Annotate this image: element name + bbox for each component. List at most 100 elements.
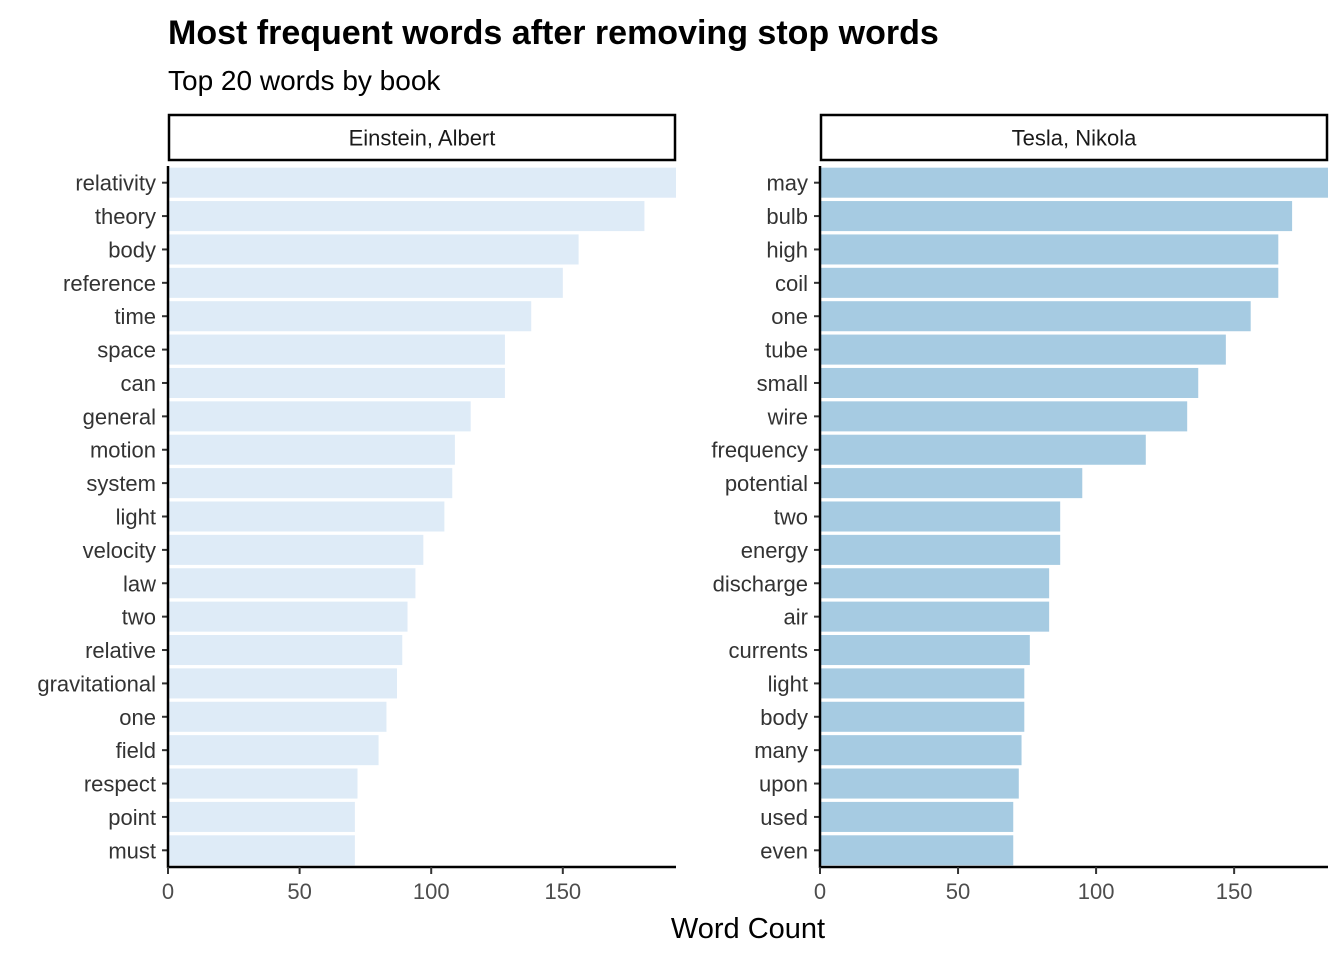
bar	[820, 635, 1030, 666]
y-tick-label: motion	[90, 438, 156, 463]
y-tick-label: tube	[765, 338, 808, 363]
y-tick-label: one	[771, 304, 808, 329]
y-tick-label: air	[784, 605, 808, 630]
bar	[168, 167, 676, 198]
bar	[168, 635, 403, 666]
y-tick-label: general	[83, 404, 156, 429]
bar	[820, 401, 1188, 432]
y-tick-label: used	[760, 805, 808, 830]
bar	[168, 501, 445, 532]
bar	[820, 167, 1328, 198]
y-tick-label: point	[108, 805, 156, 830]
bar	[820, 601, 1050, 632]
bar	[820, 534, 1061, 565]
y-tick-label: relativity	[75, 171, 156, 196]
bar	[820, 301, 1251, 332]
bar	[168, 534, 424, 565]
bar	[168, 301, 532, 332]
y-tick-label: time	[114, 304, 156, 329]
bar	[168, 701, 387, 732]
y-tick-label: body	[108, 237, 156, 262]
facet-strip-label: Einstein, Albert	[349, 126, 496, 151]
y-tick-label: field	[116, 738, 156, 763]
y-tick-label: respect	[84, 772, 156, 797]
y-tick-label: reference	[63, 271, 156, 296]
y-tick-label: potential	[725, 471, 808, 496]
facet-panel: Einstein, Albert relativity theory body refe…	[37, 113, 677, 904]
bar	[820, 234, 1279, 265]
bar	[168, 801, 355, 832]
y-tick-label: theory	[95, 204, 156, 229]
bar	[820, 468, 1083, 499]
bar	[168, 401, 471, 432]
y-tick-label: may	[766, 171, 808, 196]
facet-strip-label: Tesla, Nikola	[1012, 126, 1137, 151]
bar	[820, 801, 1014, 832]
chart-subtitle: Top 20 words by book	[168, 65, 441, 96]
y-tick-label: coil	[775, 271, 808, 296]
bar	[820, 668, 1025, 699]
y-tick-label: even	[760, 838, 808, 863]
x-tick-label: 50	[946, 879, 970, 904]
x-tick-label: 150	[544, 879, 581, 904]
y-tick-label: body	[760, 705, 808, 730]
bar	[168, 668, 397, 699]
y-tick-label: currents	[729, 638, 808, 663]
bar	[820, 501, 1061, 532]
y-tick-label: velocity	[83, 538, 156, 563]
bar	[820, 201, 1293, 232]
bar	[820, 367, 1199, 398]
y-tick-label: discharge	[713, 571, 808, 596]
bar	[820, 434, 1146, 465]
facet-panel: Tesla, Nikola may bulb high coil one tube small…	[711, 113, 1329, 904]
x-tick-label: 50	[287, 879, 311, 904]
y-tick-label: energy	[741, 538, 808, 563]
x-tick-label: 100	[413, 879, 450, 904]
bar	[168, 468, 453, 499]
y-tick-label: must	[108, 838, 156, 863]
y-tick-label: high	[766, 237, 808, 262]
y-tick-label: law	[123, 571, 156, 596]
y-tick-label: two	[774, 505, 808, 530]
bar	[168, 367, 505, 398]
y-tick-label: two	[122, 605, 156, 630]
y-tick-label: can	[121, 371, 156, 396]
facet-panels: Einstein, Albert relativity theory body refe…	[37, 113, 1329, 904]
y-tick-label: upon	[759, 772, 808, 797]
bar	[168, 234, 579, 265]
y-tick-label: many	[754, 738, 808, 763]
bar	[820, 735, 1022, 766]
y-tick-label: space	[97, 338, 156, 363]
bar	[168, 835, 355, 866]
x-tick-label: 0	[814, 879, 826, 904]
bar	[168, 601, 408, 632]
y-tick-label: wire	[767, 404, 808, 429]
bar	[820, 267, 1279, 298]
bar	[820, 835, 1014, 866]
y-tick-label: bulb	[766, 204, 808, 229]
bar	[168, 768, 358, 799]
bar	[820, 768, 1019, 799]
chart-title: Most frequent words after removing stop …	[168, 14, 939, 52]
bar	[820, 334, 1226, 365]
x-tick-label: 100	[1078, 879, 1115, 904]
facet-strip	[167, 113, 677, 162]
y-tick-label: gravitational	[37, 671, 156, 696]
x-tick-label: 150	[1216, 879, 1253, 904]
y-tick-label: one	[119, 705, 156, 730]
bar	[168, 201, 645, 232]
bar	[820, 568, 1050, 599]
y-tick-label: light	[768, 671, 808, 696]
bar	[820, 701, 1025, 732]
bar	[168, 568, 416, 599]
facet-strip	[819, 113, 1329, 162]
x-tick-label: 0	[162, 879, 174, 904]
y-tick-label: light	[116, 505, 156, 530]
bar	[168, 434, 455, 465]
bar	[168, 267, 563, 298]
bar	[168, 735, 379, 766]
x-axis-label: Word Count	[671, 913, 825, 945]
y-tick-label: system	[86, 471, 156, 496]
y-tick-label: small	[757, 371, 808, 396]
